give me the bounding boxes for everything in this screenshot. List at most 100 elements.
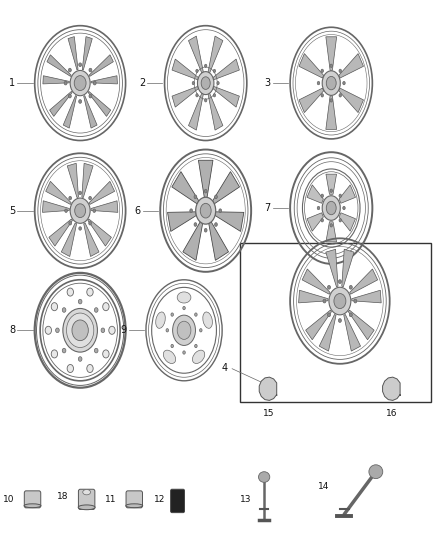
Polygon shape	[68, 37, 78, 70]
Ellipse shape	[79, 191, 81, 195]
Polygon shape	[299, 290, 328, 303]
Ellipse shape	[79, 227, 81, 230]
Polygon shape	[339, 185, 356, 203]
Polygon shape	[212, 172, 240, 204]
Ellipse shape	[75, 204, 85, 217]
Ellipse shape	[69, 196, 71, 200]
Ellipse shape	[196, 69, 198, 72]
Text: 15: 15	[263, 409, 274, 418]
Polygon shape	[213, 86, 240, 107]
Ellipse shape	[200, 329, 202, 332]
Text: 10: 10	[3, 495, 14, 504]
Ellipse shape	[45, 326, 52, 334]
Text: 4: 4	[221, 362, 227, 373]
Ellipse shape	[330, 99, 332, 102]
Polygon shape	[188, 93, 203, 130]
Ellipse shape	[201, 77, 210, 90]
Ellipse shape	[322, 196, 340, 220]
Ellipse shape	[330, 64, 332, 68]
Text: 3: 3	[265, 78, 271, 88]
Ellipse shape	[339, 280, 341, 284]
Ellipse shape	[67, 313, 94, 348]
Ellipse shape	[326, 76, 336, 90]
Polygon shape	[209, 222, 229, 260]
Polygon shape	[208, 36, 223, 73]
Text: 18: 18	[57, 492, 68, 501]
Ellipse shape	[205, 64, 207, 68]
Text: 1: 1	[9, 78, 15, 88]
Ellipse shape	[68, 68, 71, 72]
Polygon shape	[339, 213, 356, 231]
Polygon shape	[88, 219, 111, 246]
Polygon shape	[167, 212, 196, 231]
Polygon shape	[198, 160, 213, 197]
Ellipse shape	[190, 209, 193, 213]
Ellipse shape	[217, 82, 219, 85]
Ellipse shape	[177, 321, 191, 340]
Ellipse shape	[317, 206, 320, 209]
Ellipse shape	[109, 326, 115, 334]
Ellipse shape	[213, 94, 215, 97]
Ellipse shape	[192, 350, 205, 364]
Ellipse shape	[339, 319, 341, 322]
Ellipse shape	[95, 308, 98, 312]
Polygon shape	[208, 93, 223, 130]
Ellipse shape	[334, 294, 346, 309]
Ellipse shape	[322, 71, 340, 95]
Ellipse shape	[166, 329, 169, 332]
Ellipse shape	[87, 365, 93, 373]
Ellipse shape	[89, 68, 92, 72]
Text: 11: 11	[105, 495, 116, 504]
Ellipse shape	[78, 357, 82, 361]
Ellipse shape	[196, 197, 215, 224]
Ellipse shape	[78, 505, 95, 510]
Ellipse shape	[63, 309, 97, 352]
Polygon shape	[307, 213, 323, 231]
Polygon shape	[188, 36, 203, 73]
Ellipse shape	[194, 344, 197, 348]
Polygon shape	[91, 76, 117, 84]
Polygon shape	[307, 185, 323, 203]
Ellipse shape	[173, 315, 195, 345]
Ellipse shape	[219, 209, 222, 213]
Ellipse shape	[205, 99, 207, 102]
Ellipse shape	[339, 94, 342, 97]
Polygon shape	[326, 37, 337, 70]
Ellipse shape	[194, 223, 197, 227]
Ellipse shape	[70, 198, 90, 223]
Text: 13: 13	[240, 495, 251, 504]
Ellipse shape	[205, 229, 207, 232]
Ellipse shape	[258, 472, 270, 482]
Ellipse shape	[200, 204, 211, 218]
Text: 7: 7	[265, 203, 271, 213]
Polygon shape	[306, 310, 332, 340]
Ellipse shape	[339, 69, 342, 72]
Polygon shape	[63, 95, 77, 128]
Polygon shape	[89, 55, 113, 76]
Ellipse shape	[198, 71, 214, 94]
Polygon shape	[172, 59, 198, 80]
Ellipse shape	[323, 299, 326, 303]
Ellipse shape	[321, 69, 323, 72]
Polygon shape	[89, 181, 115, 205]
Text: 6: 6	[134, 206, 141, 216]
Ellipse shape	[339, 219, 342, 222]
Text: 9: 9	[120, 325, 127, 335]
Polygon shape	[88, 91, 111, 116]
Polygon shape	[47, 55, 71, 76]
Ellipse shape	[328, 313, 331, 317]
Polygon shape	[352, 290, 381, 303]
Ellipse shape	[205, 189, 207, 193]
Ellipse shape	[330, 224, 332, 227]
Ellipse shape	[62, 308, 66, 312]
Ellipse shape	[62, 348, 66, 353]
Text: 5: 5	[9, 206, 15, 216]
Ellipse shape	[194, 195, 197, 199]
Ellipse shape	[102, 303, 109, 311]
Polygon shape	[172, 86, 198, 107]
Polygon shape	[326, 174, 336, 195]
Polygon shape	[84, 95, 97, 128]
Ellipse shape	[330, 189, 332, 192]
Polygon shape	[61, 223, 77, 256]
Ellipse shape	[350, 313, 352, 317]
